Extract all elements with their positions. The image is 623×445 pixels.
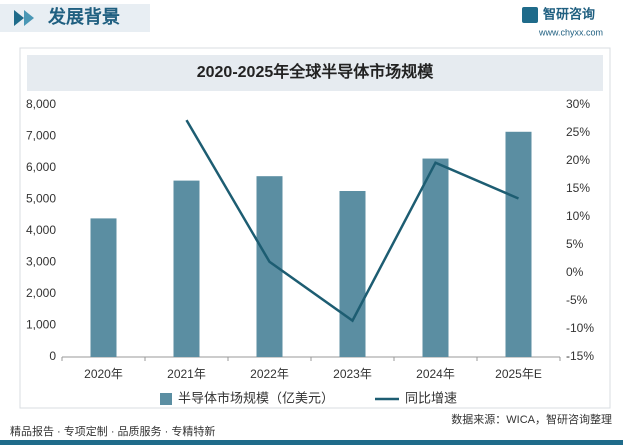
x-tick-label: 2025年E	[495, 367, 542, 381]
y2-tick-label: 30%	[566, 97, 590, 111]
y2-tick-label: 10%	[566, 209, 590, 223]
y-tick-label: 4,000	[26, 223, 56, 237]
y2-tick-label: 0%	[566, 265, 584, 279]
x-tick-label: 2021年	[167, 367, 206, 381]
header-url: www.chyxx.com	[538, 27, 603, 37]
x-tick-label: 2022年	[250, 367, 289, 381]
chart-title: 2020-2025年全球半导体市场规模	[197, 62, 435, 81]
y2-tick-label: -15%	[566, 349, 594, 363]
y2-tick-label: 20%	[566, 153, 590, 167]
y-tick-label: 7,000	[26, 129, 56, 143]
bar	[173, 180, 200, 357]
y2-tick-label: -5%	[566, 293, 588, 307]
footer-source: 数据来源：WICA，智研咨询整理	[451, 412, 612, 426]
y-tick-label: 8,000	[26, 97, 56, 111]
logo-icon	[522, 7, 538, 23]
x-tick-label: 2023年	[333, 367, 372, 381]
legend-label: 同比增速	[405, 390, 457, 405]
x-tick-label: 2020年	[84, 367, 123, 381]
legend-swatch	[160, 393, 172, 405]
y-tick-label: 3,000	[26, 255, 56, 269]
bar	[505, 131, 532, 357]
header-icon	[24, 10, 34, 26]
footer-band	[0, 440, 623, 445]
legend-label: 半导体市场规模（亿美元）	[178, 390, 334, 405]
y-tick-label: 2,000	[26, 286, 56, 300]
y2-tick-label: 25%	[566, 125, 590, 139]
title-band	[27, 55, 603, 91]
bar	[90, 218, 117, 357]
header-title: 发展背景	[47, 6, 120, 27]
header-icon	[14, 10, 24, 26]
bar	[339, 190, 366, 357]
footer-slogan: 精品报告 · 专项定制 · 品质服务 · 专精特新	[10, 424, 215, 438]
y2-tick-label: 5%	[566, 237, 584, 251]
y-tick-label: 0	[49, 349, 56, 363]
x-tick-label: 2024年	[416, 367, 455, 381]
logo-text: 智研咨询	[543, 6, 595, 21]
y-tick-label: 5,000	[26, 192, 56, 206]
y-tick-label: 1,000	[26, 318, 56, 332]
bar	[422, 158, 449, 357]
y2-tick-label: 15%	[566, 181, 590, 195]
line	[185, 119, 519, 323]
y-tick-label: 6,000	[26, 160, 56, 174]
bar	[256, 176, 283, 357]
y2-tick-label: -10%	[566, 321, 594, 335]
